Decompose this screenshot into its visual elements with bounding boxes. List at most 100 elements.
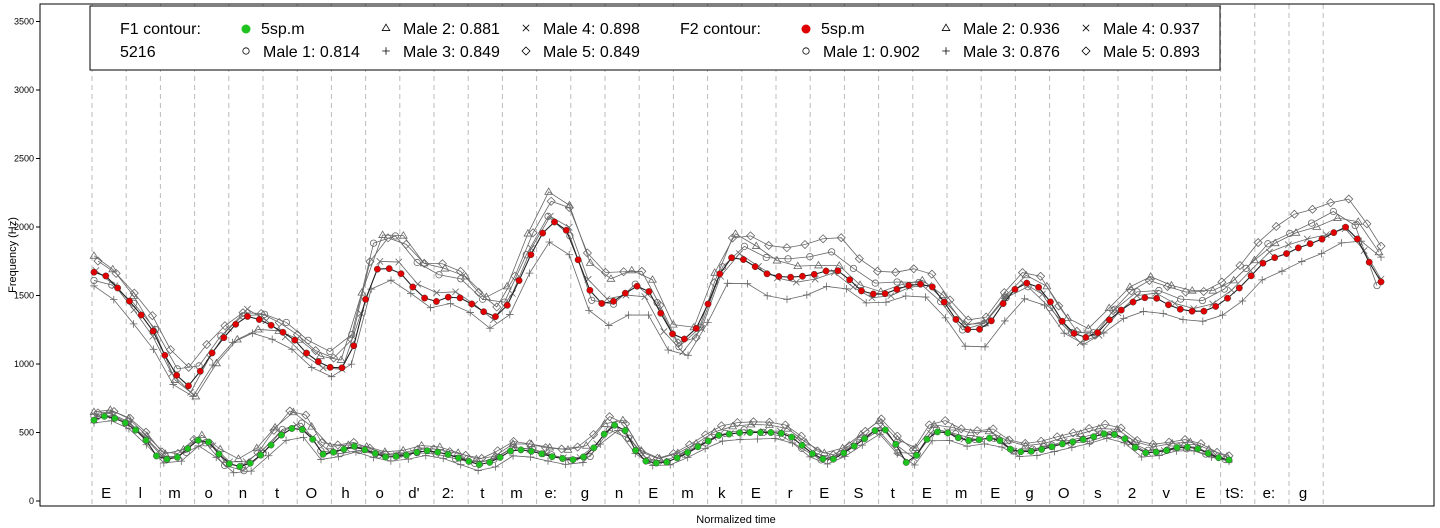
f1-target-point xyxy=(1194,445,1202,453)
f1-legend-marker xyxy=(522,24,530,32)
f2-speaker-point xyxy=(1076,339,1084,347)
f2-speaker-point xyxy=(938,290,948,299)
f2-speaker-point xyxy=(336,355,346,363)
f2-speaker-point xyxy=(268,335,276,344)
f1-target-point xyxy=(673,454,681,462)
f1-target-point xyxy=(278,431,285,439)
f1-target-point xyxy=(423,447,431,455)
f2-speaker-point xyxy=(1353,217,1363,225)
f2-target-point xyxy=(869,290,877,298)
y-tick-label: 3000 xyxy=(14,85,34,95)
f1-legend-marker xyxy=(382,47,390,55)
f2-speaker-point xyxy=(378,230,388,238)
f1-speaker-point xyxy=(748,417,758,427)
f2-target-point xyxy=(1011,285,1019,293)
f2-speaker-point xyxy=(1235,261,1245,271)
f1-speaker-point xyxy=(301,410,311,420)
f1-legend-label: Male 4: 0.898 xyxy=(543,21,640,38)
f2-legend-entry: Male 1: 0.902 xyxy=(802,44,920,61)
f2-target-point xyxy=(1318,235,1326,243)
f1-target-series xyxy=(90,412,1233,470)
f2-speaker-point xyxy=(605,321,613,330)
f1-target-point xyxy=(496,454,504,461)
legend: F1 contour: 5216 5sp.m Male 1: 0.814Male… xyxy=(89,5,1221,71)
f2-speaker-point xyxy=(814,260,824,269)
f2-target-point xyxy=(255,316,263,323)
f2-target-point xyxy=(362,295,369,303)
f2-target-point xyxy=(1224,294,1231,302)
f1-speaker-point xyxy=(625,434,633,442)
f2-speaker-point xyxy=(803,291,811,299)
f2-speaker-point xyxy=(461,271,471,280)
f1-speaker-point xyxy=(764,417,774,427)
f1-target-point xyxy=(965,437,973,444)
f2-speaker-point xyxy=(941,314,950,322)
f2-speaker-point xyxy=(627,265,637,274)
f2-target-point xyxy=(173,371,181,379)
f2-target-point xyxy=(185,382,192,390)
f2-speaker-point xyxy=(710,268,720,276)
y-axis-label: Frequency (Hz) xyxy=(7,217,19,293)
f1-target-point xyxy=(246,459,254,467)
f2-speaker-point xyxy=(1054,301,1064,311)
f1-speaker-point xyxy=(956,424,966,434)
f1-target-point xyxy=(580,453,587,461)
f2-speaker-point xyxy=(1229,275,1239,284)
legend-box xyxy=(89,5,1221,71)
f1-target-point xyxy=(829,455,837,463)
f2-target-point xyxy=(1342,223,1349,231)
f1-target-point xyxy=(590,444,598,452)
f2-speaker-point xyxy=(545,238,554,246)
f1-speaker-point xyxy=(972,426,982,436)
f1-target-point xyxy=(1204,449,1212,457)
segment-label: v xyxy=(1163,485,1171,502)
f1-target-point xyxy=(684,449,691,456)
f2-speaker-point xyxy=(260,310,269,318)
f2-target-point xyxy=(940,298,948,306)
f2-speaker-point xyxy=(202,339,212,350)
f1-speaker-point xyxy=(247,467,255,475)
f1-target-point xyxy=(350,442,358,450)
f2-speaker-point xyxy=(383,233,393,243)
f1-target-point xyxy=(1006,445,1014,453)
f1-target-point xyxy=(777,429,785,437)
segment-label: h xyxy=(341,485,349,502)
f1-speaker-point xyxy=(874,416,884,424)
f2-target-point xyxy=(799,272,806,280)
f1-speaker-point xyxy=(1036,436,1046,446)
f2-speaker-point xyxy=(684,351,692,360)
f1-speaker-point xyxy=(1052,432,1062,442)
f2-speaker-point xyxy=(365,257,375,267)
f1-target-point xyxy=(569,456,577,464)
f2-speaker-point xyxy=(822,282,831,291)
f1-speaker-point xyxy=(858,441,867,449)
y-tick-label: 2000 xyxy=(14,222,34,232)
f1-target-point xyxy=(736,429,743,437)
f1-target-point xyxy=(184,445,192,453)
f1-target-point xyxy=(142,436,150,444)
f2-speaker-point xyxy=(1179,315,1187,324)
f2-target-point xyxy=(680,335,688,343)
f2-target-point xyxy=(397,270,405,278)
f1-speaker-point xyxy=(429,444,439,454)
segment-label: m xyxy=(168,485,181,502)
f1-target-point xyxy=(1121,435,1129,443)
f1-target-point xyxy=(861,435,868,443)
f1-target-point xyxy=(850,442,858,450)
f1-target-point xyxy=(1069,438,1077,446)
f2-speaker-point xyxy=(855,280,865,288)
f1-target-point xyxy=(871,427,879,434)
f2-target-point xyxy=(1058,317,1066,325)
f1-speaker-point xyxy=(544,457,552,465)
f1-speaker-point xyxy=(541,443,551,453)
f1-speaker-point xyxy=(269,425,279,435)
f2-target-point xyxy=(244,313,251,320)
f1-speaker-point xyxy=(1039,438,1049,447)
f1-target-point xyxy=(1131,444,1139,451)
f2-speaker-point xyxy=(963,315,973,325)
f2-target-point xyxy=(586,286,594,294)
f2-target-point xyxy=(574,256,582,264)
f2-speaker-point xyxy=(1264,240,1272,248)
f1-target-point xyxy=(798,441,806,449)
